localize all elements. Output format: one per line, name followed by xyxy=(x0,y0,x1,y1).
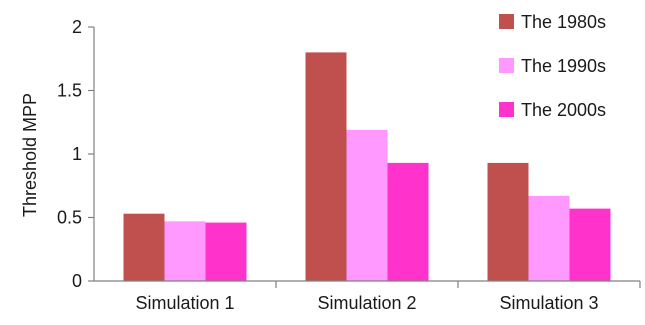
bar xyxy=(164,221,206,281)
y-axis-label: Threshold MPP xyxy=(20,93,40,217)
y-tick-label: 0 xyxy=(72,271,82,291)
bar xyxy=(346,129,388,281)
legend-swatch xyxy=(499,58,514,73)
x-category-label: Simulation 2 xyxy=(317,293,416,313)
x-category-label: Simulation 3 xyxy=(499,293,598,313)
y-tick-label: 1.5 xyxy=(57,81,82,101)
bar xyxy=(305,52,347,282)
x-category-label: Simulation 1 xyxy=(135,293,234,313)
bar xyxy=(487,162,529,281)
legend-swatch xyxy=(499,14,514,29)
bar xyxy=(205,222,247,281)
legend-label: The 1990s xyxy=(521,56,606,76)
y-tick-label: 2 xyxy=(72,17,82,37)
bar xyxy=(387,162,429,281)
legend-label: The 2000s xyxy=(521,100,606,120)
legend-label: The 1980s xyxy=(521,12,606,32)
legend: The 1980s The 1990s The 2000s xyxy=(499,12,606,120)
y-axis-ticks: 0 0.5 1 1.5 2 xyxy=(57,17,95,291)
bars xyxy=(123,52,611,282)
legend-swatch xyxy=(499,102,514,117)
bar xyxy=(528,195,570,281)
x-axis: Simulation 1 Simulation 2 Simulation 3 xyxy=(94,280,641,313)
y-tick-label: 0.5 xyxy=(57,208,82,228)
bar xyxy=(123,213,165,281)
y-tick-label: 1 xyxy=(72,144,82,164)
bar xyxy=(569,208,611,281)
